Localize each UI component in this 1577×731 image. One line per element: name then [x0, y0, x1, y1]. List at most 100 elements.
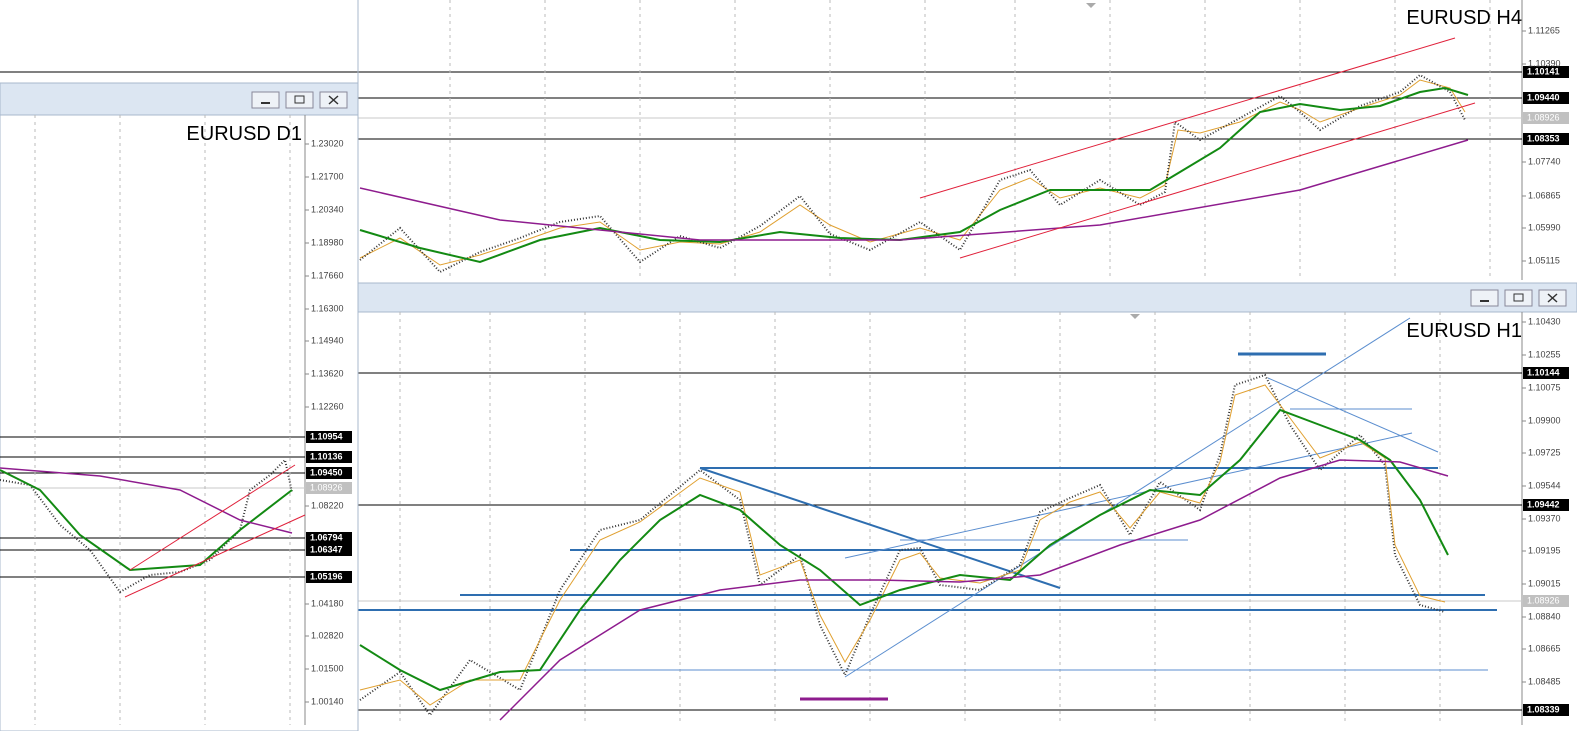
price-label: 1.13620: [311, 368, 344, 378]
current-price-box: [1523, 595, 1569, 607]
chart-symbol: EURUSD H4: [1406, 7, 1522, 29]
price-label: 1.00140: [311, 696, 344, 706]
price-label: 1.05990: [1528, 222, 1561, 232]
level-label: 1.10141: [1527, 66, 1560, 76]
level-label: 1.08353: [1527, 133, 1560, 143]
window-frame: [358, 283, 1577, 731]
h4-window: 1.05115 1.05990 1.06865 1.07740 1.10390 1.112…: [0, 0, 1577, 280]
window-buttons[interactable]: [1470, 289, 1567, 307]
level-box: [1523, 66, 1569, 78]
price-label: 1.09725: [1528, 447, 1561, 457]
channel-line: [124, 514, 306, 598]
price-label: 1.10075: [1528, 382, 1561, 392]
level-label: 1.09442: [1527, 499, 1560, 509]
price-label: 1.08220: [311, 500, 344, 510]
price-label: 1.14940: [311, 335, 344, 345]
level-label: 1.06347: [310, 544, 343, 554]
level-box: [306, 451, 352, 463]
price-label: 1.08840: [1528, 611, 1561, 621]
title-bar: [357, 282, 1577, 313]
level-box: [306, 544, 352, 556]
price-label: 1.05115: [1528, 255, 1560, 265]
current-price-label: 1.08926: [1527, 595, 1560, 605]
slow-ma: [359, 86, 1469, 264]
d1-window: 1.00140 1.01500 1.02820 1.04180 1.08220 1.122…: [0, 82, 359, 731]
level-box: [1523, 499, 1569, 511]
level-label: 1.06794: [310, 532, 343, 542]
icon: [294, 95, 305, 104]
level-label: 1.10954: [310, 431, 343, 441]
level-box: [306, 532, 352, 544]
fast-ma: [359, 79, 1466, 266]
level-label: 1.10144: [1527, 367, 1560, 377]
price-label: 1.09015: [1528, 578, 1561, 588]
level-box: [1523, 133, 1569, 145]
price-label: 1.08665: [1528, 643, 1561, 653]
trend-line: [699, 467, 1061, 589]
price-label: 1.16300: [311, 303, 344, 313]
minimize-button[interactable]: [251, 91, 280, 109]
level-label: 1.08339: [1527, 704, 1560, 714]
price-label: 1.20340: [311, 204, 344, 214]
price-label: 1.01500: [311, 663, 344, 673]
price-label: 1.07740: [1528, 156, 1561, 166]
price-label: 1.21700: [311, 171, 344, 181]
restore-button[interactable]: [1504, 289, 1533, 307]
price-label: 1.17660: [311, 270, 344, 280]
current-price-label: 1.08926: [1527, 112, 1560, 122]
current-price-box: [306, 482, 352, 494]
price-label: 1.09900: [1528, 415, 1561, 425]
restore-button[interactable]: [285, 91, 314, 109]
price-label: 1.06865: [1528, 190, 1561, 200]
level-label: 1.05196: [310, 571, 343, 581]
level-box: [306, 571, 352, 583]
long-ma: [0, 467, 293, 534]
icon: [1513, 293, 1524, 302]
channel-line: [129, 464, 296, 571]
level-box: [306, 431, 352, 443]
current-price-label: 1.08926: [310, 482, 343, 492]
price-label: 1.09195: [1528, 545, 1561, 555]
fast-ma: [359, 384, 1446, 706]
long-ma: [359, 139, 1469, 241]
price-label: 1.10255: [1528, 349, 1561, 359]
price-label: 1.11265: [1528, 25, 1560, 35]
price-label: 1.04180: [311, 598, 344, 608]
slow-ma: [359, 408, 1449, 692]
shift-marker: [1130, 314, 1140, 319]
level-box: [1523, 367, 1569, 379]
level-label: 1.09440: [1527, 92, 1560, 102]
level-box: [306, 467, 352, 479]
shift-marker: [1086, 3, 1096, 8]
level-box: [1523, 704, 1569, 716]
price-label: 1.10430: [1528, 316, 1561, 326]
window-frame: [0, 82, 359, 731]
price-label: 1.12260: [311, 401, 344, 411]
price-label: 1.23020: [311, 138, 344, 148]
channel-line: [844, 317, 1411, 678]
current-price-box: [1523, 112, 1569, 124]
channel-line: [959, 102, 1476, 259]
price-label: 1.09544: [1528, 480, 1561, 490]
window-buttons[interactable]: [251, 91, 348, 109]
h1-window: 1.08485 1.08665 1.08840 1.09015 1.09195 1.093…: [357, 282, 1577, 731]
price-label: 1.08485: [1528, 676, 1561, 686]
price-label: 1.10390: [1528, 58, 1561, 68]
price-label: 1.09370: [1528, 513, 1561, 523]
trend-line: [1267, 377, 1439, 453]
chart-symbol: EURUSD D1: [186, 123, 302, 145]
icon: [1547, 293, 1558, 303]
minimize-button[interactable]: [1470, 289, 1499, 307]
chart-area: [358, 0, 1577, 280]
price-label: 1.18980: [311, 237, 344, 247]
price-candles: [359, 73, 1466, 274]
icon: [328, 95, 339, 105]
level-label: 1.10136: [310, 451, 343, 461]
level-label: 1.09450: [310, 467, 343, 477]
level-box: [1523, 92, 1569, 104]
long-ma: [499, 459, 1449, 721]
chart-symbol: EURUSD H1: [1406, 320, 1522, 342]
price-label: 1.02820: [311, 630, 344, 640]
